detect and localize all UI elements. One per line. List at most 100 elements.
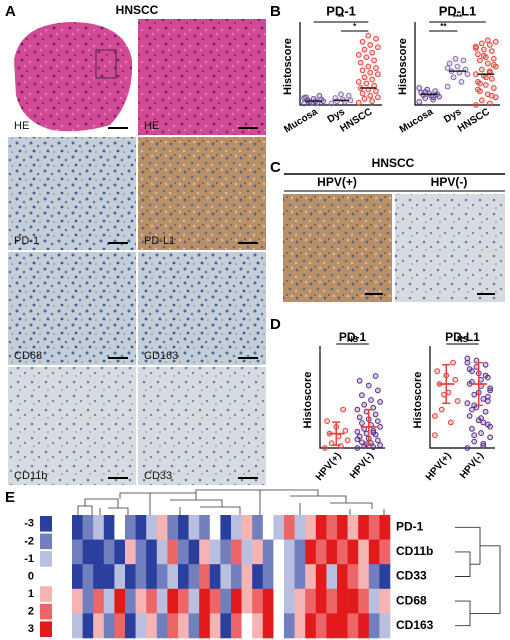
data-point xyxy=(365,63,372,70)
data-point xyxy=(368,397,374,403)
data-point xyxy=(374,387,381,394)
data-point xyxy=(447,419,454,426)
heatmap-cell xyxy=(167,564,179,590)
heatmap-cell xyxy=(358,515,370,540)
heatmap-cell xyxy=(326,564,338,590)
heatmap-cell xyxy=(103,515,115,540)
data-point xyxy=(464,445,471,451)
image-caption: CD11b xyxy=(14,470,47,482)
data-point xyxy=(466,413,473,419)
heatmap-cell xyxy=(156,588,168,614)
heatmap-cell xyxy=(82,588,94,614)
heatmap-cell xyxy=(135,515,147,540)
heatmap-cell xyxy=(114,564,126,590)
data-point xyxy=(370,429,377,436)
heatmap-cell xyxy=(294,539,306,565)
heatmap-cell xyxy=(167,588,179,614)
heatmap-cell xyxy=(209,588,221,614)
heatmap-cell xyxy=(358,588,370,614)
heatmap-cell xyxy=(135,564,147,590)
heatmap-cell xyxy=(337,515,348,540)
heatmap-cell xyxy=(241,539,253,565)
significance-label: ** xyxy=(338,13,345,22)
color-key-label: -2 xyxy=(24,535,34,547)
color-key-label: -1 xyxy=(24,553,34,565)
heatmap-cell xyxy=(135,588,147,614)
heatmap-cell xyxy=(93,588,105,614)
data-point xyxy=(345,92,352,99)
data-point xyxy=(480,440,487,447)
x-tick-label: HPV(-) xyxy=(458,451,486,481)
heatmap-cell xyxy=(284,588,295,614)
data-point xyxy=(454,63,461,70)
color-key-block xyxy=(40,533,52,550)
heatmap-cell xyxy=(93,613,105,639)
heatmap-cell xyxy=(178,564,189,590)
heatmap-cell xyxy=(379,515,391,540)
data-point xyxy=(301,100,308,107)
heatmap-cell xyxy=(167,613,179,639)
heatmap-cell xyxy=(188,588,200,614)
panel-title: HNSCC xyxy=(116,3,159,17)
data-point xyxy=(316,92,323,99)
heatmap-cell xyxy=(337,588,348,614)
significance-label: * xyxy=(353,22,357,31)
heatmap-cell xyxy=(146,564,158,590)
image-caption: PD-1 xyxy=(14,235,39,247)
heatmap-cell xyxy=(72,613,83,639)
heatmap-cell xyxy=(241,613,253,639)
heatmap-cell xyxy=(252,515,264,540)
micrograph xyxy=(138,367,266,485)
data-point xyxy=(359,420,365,426)
micrograph xyxy=(8,367,136,485)
data-point xyxy=(480,419,487,426)
heatmap-cell xyxy=(305,588,317,614)
heatmap-cell xyxy=(262,564,274,590)
data-point xyxy=(438,406,445,413)
color-key-block xyxy=(40,516,52,532)
data-point xyxy=(301,95,308,101)
significance-label: *** xyxy=(453,13,463,22)
heatmap-cell xyxy=(199,539,211,565)
micrograph xyxy=(8,137,136,250)
data-point xyxy=(375,94,381,101)
heatmap-cell xyxy=(103,588,115,614)
data-point xyxy=(371,57,377,64)
heatmap-cell xyxy=(103,539,115,565)
heatmap-cell xyxy=(294,588,306,614)
data-point xyxy=(478,66,485,73)
heatmap-cell xyxy=(209,539,221,565)
data-point xyxy=(359,392,365,399)
color-key-block xyxy=(40,568,52,585)
heatmap-cell xyxy=(347,515,359,540)
data-point xyxy=(367,92,374,99)
heatmap-cell xyxy=(220,539,232,565)
data-point xyxy=(373,88,379,95)
column-dendrogram xyxy=(77,489,385,515)
heatmap-cell xyxy=(125,539,136,565)
significance-label: NS xyxy=(457,335,469,344)
chart-title: PD-1 xyxy=(326,3,356,18)
significance-label: NS xyxy=(347,335,359,344)
heatmap-cell xyxy=(125,613,136,639)
heatmap-cell xyxy=(305,564,317,590)
data-point xyxy=(361,46,368,53)
data-point xyxy=(487,423,494,430)
data-point xyxy=(482,372,489,379)
heatmap-cell xyxy=(220,564,232,590)
data-point xyxy=(471,391,478,398)
data-point xyxy=(478,430,484,436)
heatmap-cell xyxy=(305,613,317,639)
data-point xyxy=(374,437,381,444)
heatmap-cell xyxy=(252,613,264,639)
data-point xyxy=(475,86,481,93)
heatmap-cell xyxy=(156,613,168,639)
data-point xyxy=(416,99,423,105)
data-point xyxy=(324,418,331,425)
data-point xyxy=(469,425,475,432)
heatmap-cell xyxy=(315,564,327,590)
heatmap-cell xyxy=(72,588,83,614)
error-bar xyxy=(332,421,341,446)
data-point xyxy=(478,415,484,422)
